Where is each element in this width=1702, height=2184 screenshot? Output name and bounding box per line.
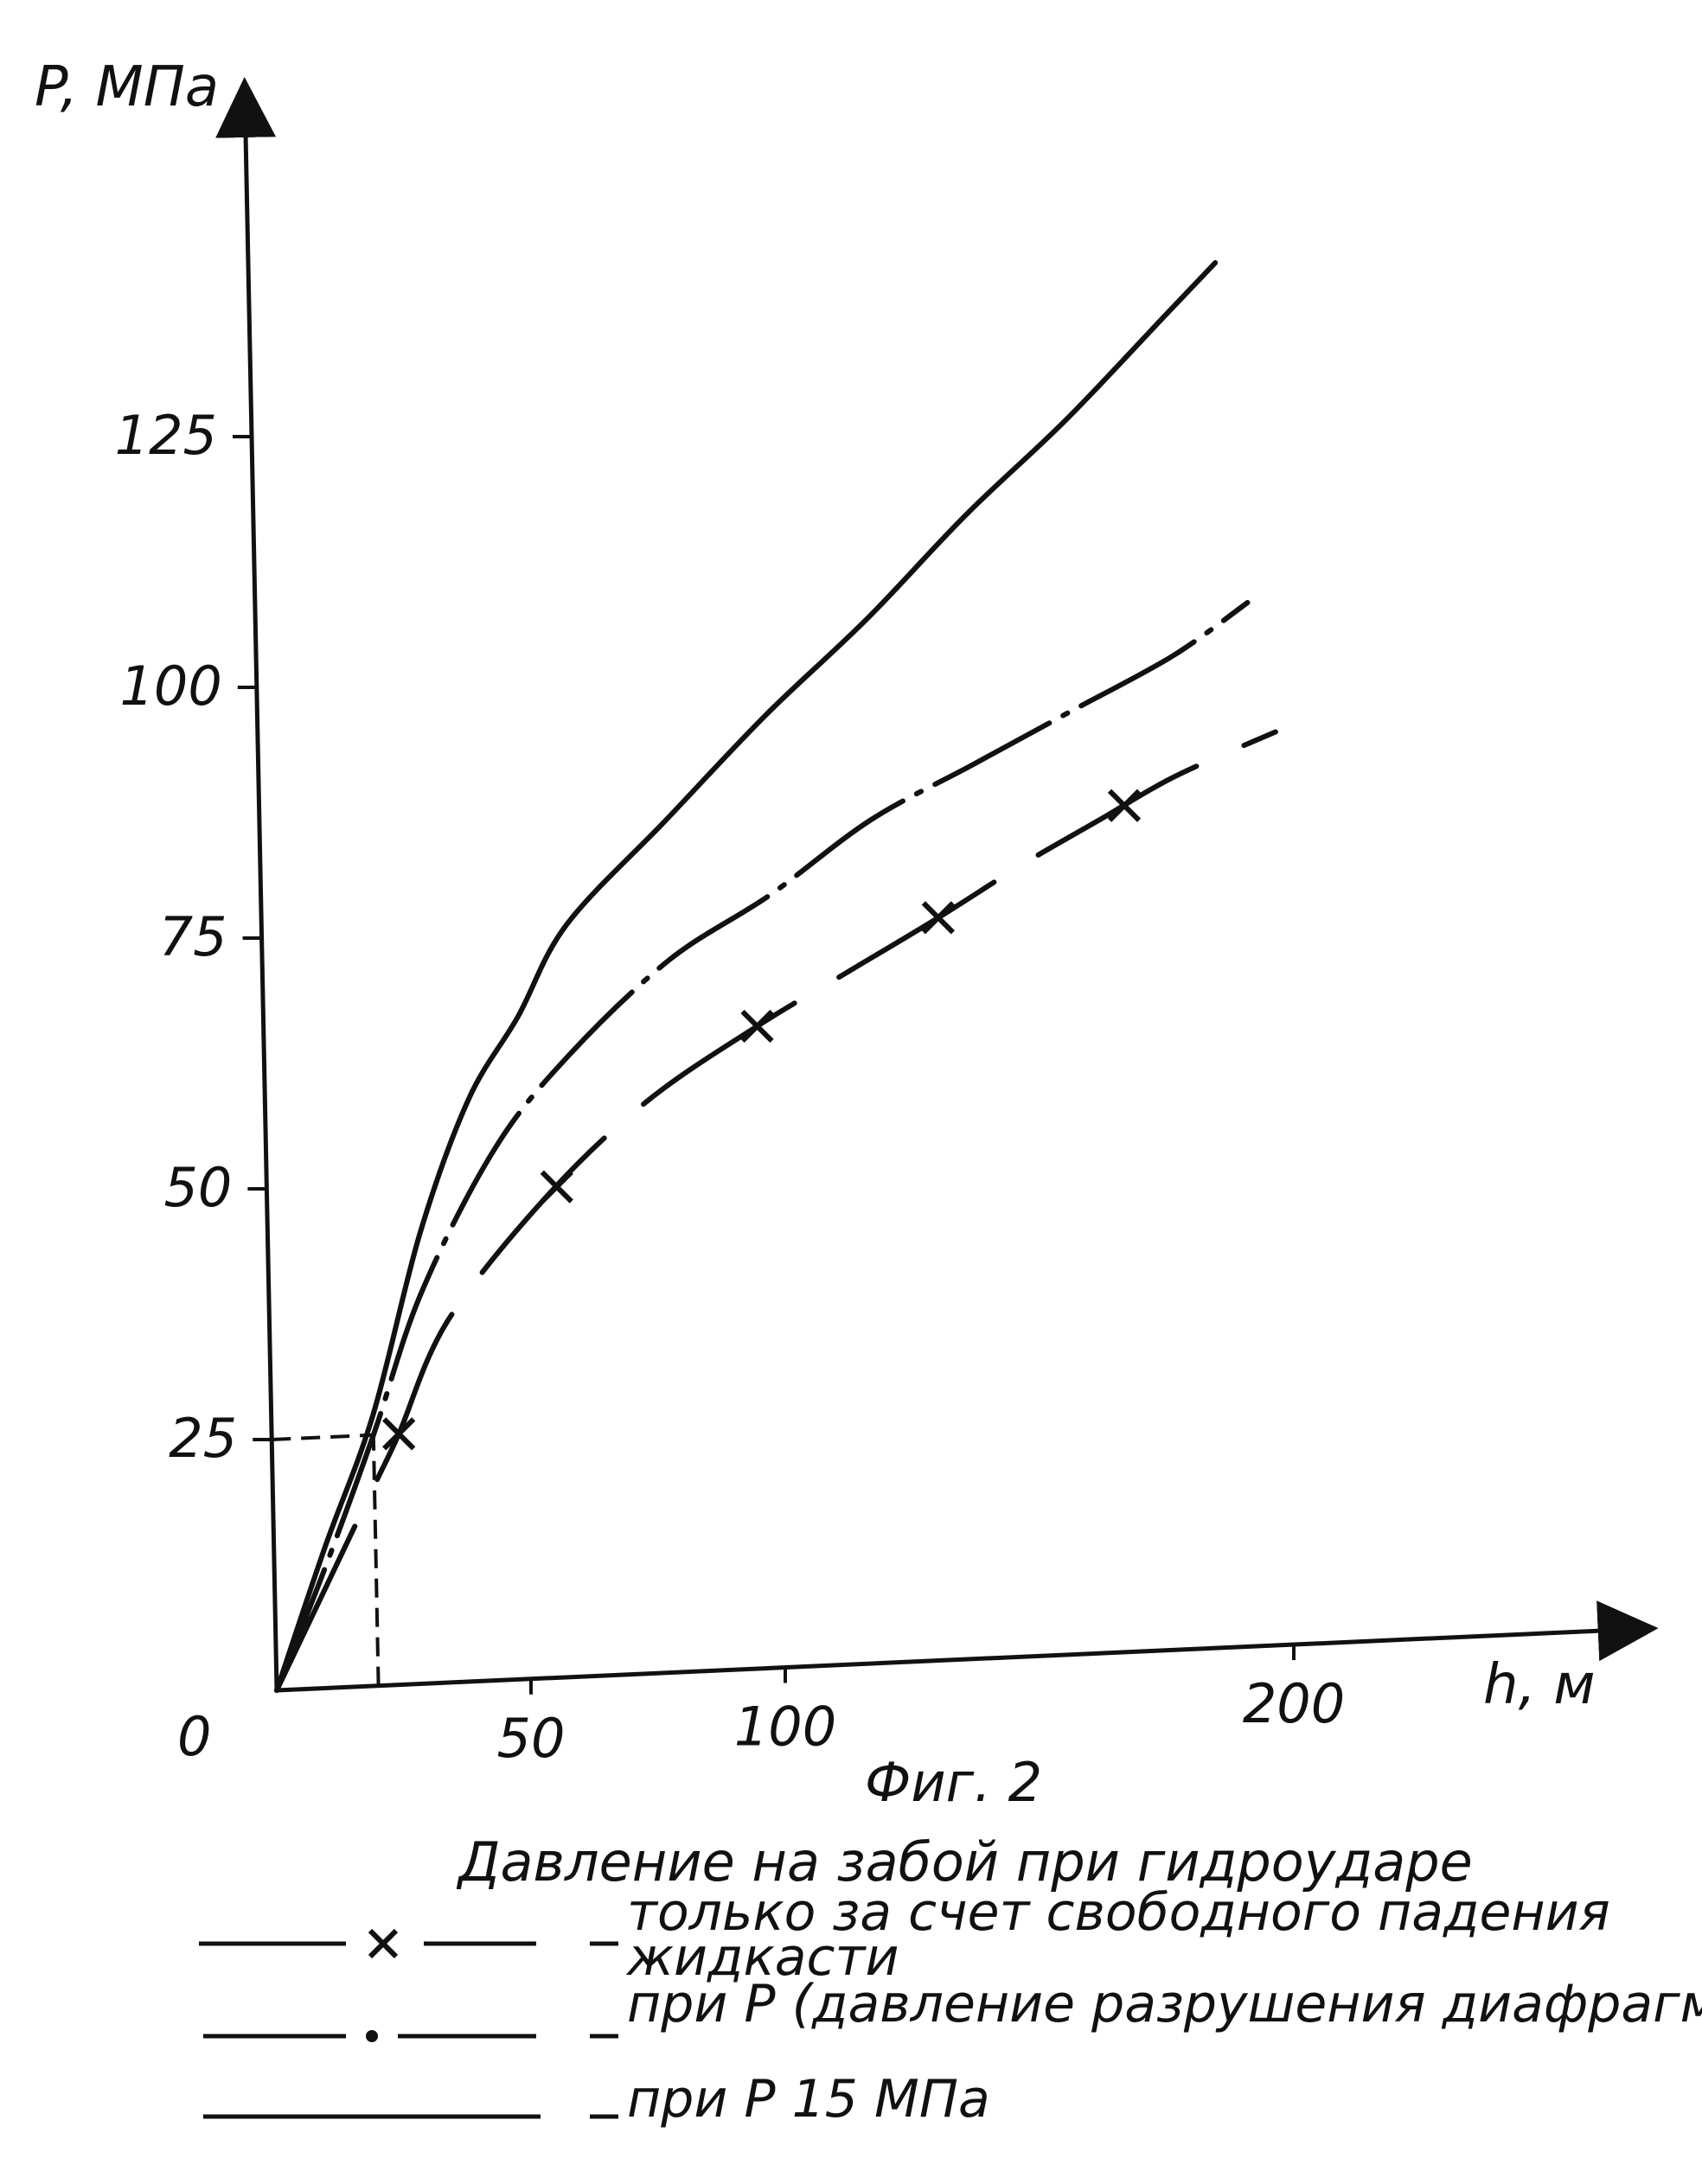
y-tick-label: 125 <box>115 404 217 467</box>
figure-label: Фиг. 2 <box>865 1751 1042 1814</box>
series-line-dash-dot <box>277 603 1248 1690</box>
series-group <box>277 263 1276 1690</box>
cross-marker <box>1110 791 1139 821</box>
legend-label-dashdot: при P (давление разрушения диафрагмы) 10 <box>627 1974 1702 2034</box>
y-tick-label: 75 <box>159 905 227 968</box>
x-axis <box>277 1629 1650 1690</box>
cross-marker <box>924 903 953 932</box>
x-tick-label: 200 <box>1243 1672 1345 1735</box>
series-line-solid <box>277 263 1215 1690</box>
legend: только за счет свободного паденияжидкаст… <box>199 1882 1702 2130</box>
y-axis-label: P, МПа <box>35 55 219 119</box>
reference-line-horizontal <box>272 1435 374 1440</box>
y-axis <box>245 86 277 1690</box>
cross-marker <box>743 1012 772 1041</box>
legend-dot-marker <box>366 2030 378 2042</box>
cross-marker <box>384 1419 413 1448</box>
markers-group <box>384 791 1139 1449</box>
legend-cross-marker <box>370 1931 396 1957</box>
cross-marker <box>542 1172 572 1202</box>
y-tick-label: 25 <box>169 1407 237 1470</box>
x-tick-label: 50 <box>497 1707 566 1770</box>
legend-label-cross: только за счет свободного паденияжидкаст… <box>625 1882 1610 1988</box>
x-tick-label: 100 <box>734 1695 836 1759</box>
legend-item-dashdot: при P (давление разрушения диафрагмы) 10 <box>203 1974 1702 2042</box>
legend-item-cross: только за счет свободного паденияжидкаст… <box>199 1882 1610 1988</box>
ticks: 25 50 75 100 125 50 100 200 <box>115 404 1346 1770</box>
legend-item-solid: при P 15 МПа <box>203 2069 990 2130</box>
origin-label: 0 <box>177 1705 211 1768</box>
legend-label-solid: при P 15 МПа <box>627 2069 990 2130</box>
y-tick-label: 100 <box>119 655 221 718</box>
x-axis-label: h, м <box>1483 1653 1596 1717</box>
y-tick-label: 50 <box>163 1156 232 1219</box>
axes <box>245 86 1650 1690</box>
